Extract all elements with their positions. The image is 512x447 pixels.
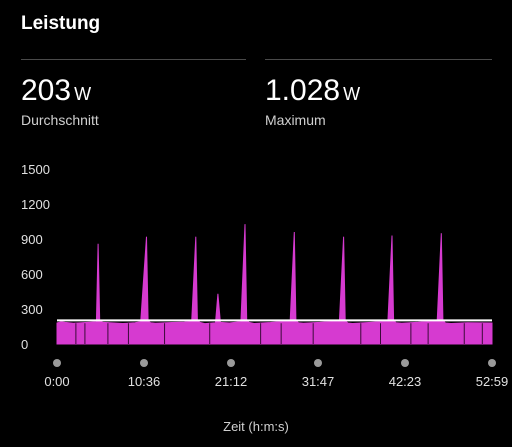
- divider-right: [265, 59, 492, 60]
- y-tick-label: 300: [21, 302, 43, 317]
- x-tick-dot: [488, 359, 496, 367]
- maximum-value: 1.028: [265, 74, 341, 107]
- average-value: 203: [21, 74, 72, 107]
- maximum-power-stat: 1.028 W Maximum: [265, 74, 360, 128]
- x-tick-dot: [227, 359, 235, 367]
- divider-left: [21, 59, 246, 60]
- average-unit: W: [74, 84, 92, 104]
- maximum-label: Maximum: [265, 112, 326, 128]
- x-tick-label: 10:36: [128, 374, 161, 389]
- y-tick-label: 1500: [21, 162, 50, 177]
- x-axis-title: Zeit (h:m:s): [223, 419, 289, 434]
- power-chart[interactable]: 1500 1200 900 600 300 0 0:00 10:36 21:12 31:47 42:…: [0, 150, 512, 390]
- x-tick-label: 21:12: [215, 374, 248, 389]
- x-tick-dot: [53, 359, 61, 367]
- x-tick-label: 52:59: [476, 374, 509, 389]
- x-tick-label: 31:47: [302, 374, 335, 389]
- x-tick-label: 42:23: [389, 374, 422, 389]
- average-label: Durchschnitt: [21, 112, 99, 128]
- power-area-series: [56, 224, 493, 345]
- x-tick-dot: [401, 359, 409, 367]
- y-tick-label: 900: [21, 232, 43, 247]
- y-tick-label: 1200: [21, 197, 50, 212]
- x-tick-dot: [314, 359, 322, 367]
- maximum-unit: W: [343, 84, 361, 104]
- x-tick-dot: [140, 359, 148, 367]
- y-tick-label: 0: [21, 337, 28, 352]
- page-title: Leistung: [21, 13, 101, 34]
- average-power-stat: 203 W Durchschnitt: [21, 74, 99, 128]
- x-tick-label: 0:00: [44, 374, 69, 389]
- y-tick-label: 600: [21, 267, 43, 282]
